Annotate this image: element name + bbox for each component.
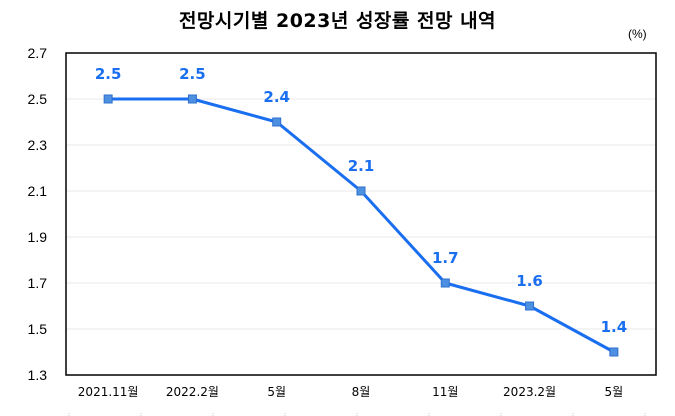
data-marker [356,186,366,196]
data-label: 2.5 [95,65,122,83]
series-line [108,97,615,354]
x-tick-label: 2023.2월 [503,385,556,399]
y-tick-label: 1.7 [28,275,48,291]
x-tick-label: 11월 [432,385,458,399]
y-tick-label: 2.3 [28,137,48,153]
plot-area-border [65,52,657,376]
y-tick-label: 2.7 [28,45,48,61]
unit-label: (%) [628,27,647,41]
data-label: 1.7 [432,249,459,267]
x-tick-label: 2021.11월 [78,385,139,399]
x-tick-label: 5월 [605,385,624,399]
data-marker [440,278,450,288]
y-tick-label: 1.9 [28,229,48,245]
data-label: 2.4 [263,88,290,106]
data-marker [103,94,113,104]
y-tick-label: 1.5 [28,321,48,337]
data-marker [272,117,282,127]
x-tick-label: 8월 [352,385,371,399]
data-labels: 2.5 2.5 2.4 2.1 1.7 1.6 1.4 [95,65,627,336]
x-tick-label: 2022.2월 [166,385,219,399]
gridlines [66,98,656,330]
y-tick-label: 2.1 [28,183,48,199]
data-label: 1.6 [516,272,543,290]
data-marker [187,94,197,104]
data-markers [103,94,619,357]
y-tick-label: 1.3 [28,367,48,383]
chart-title: 전망시기별 2023년 성장률 전망 내역 [178,10,497,32]
data-label: 2.1 [348,157,375,175]
y-tick-label: 2.5 [28,91,48,107]
x-axis-labels: 2021.11월 2022.2월 5월 8월 11월 2023.2월 5월 [78,385,623,399]
data-marker [609,347,619,357]
data-label: 2.5 [179,65,206,83]
x-tick-label: 5월 [267,385,286,399]
data-label: 1.4 [601,318,628,336]
data-marker [525,301,535,311]
y-axis-labels: 1.3 1.5 1.7 1.9 2.1 2.3 2.5 2.7 [28,45,48,383]
